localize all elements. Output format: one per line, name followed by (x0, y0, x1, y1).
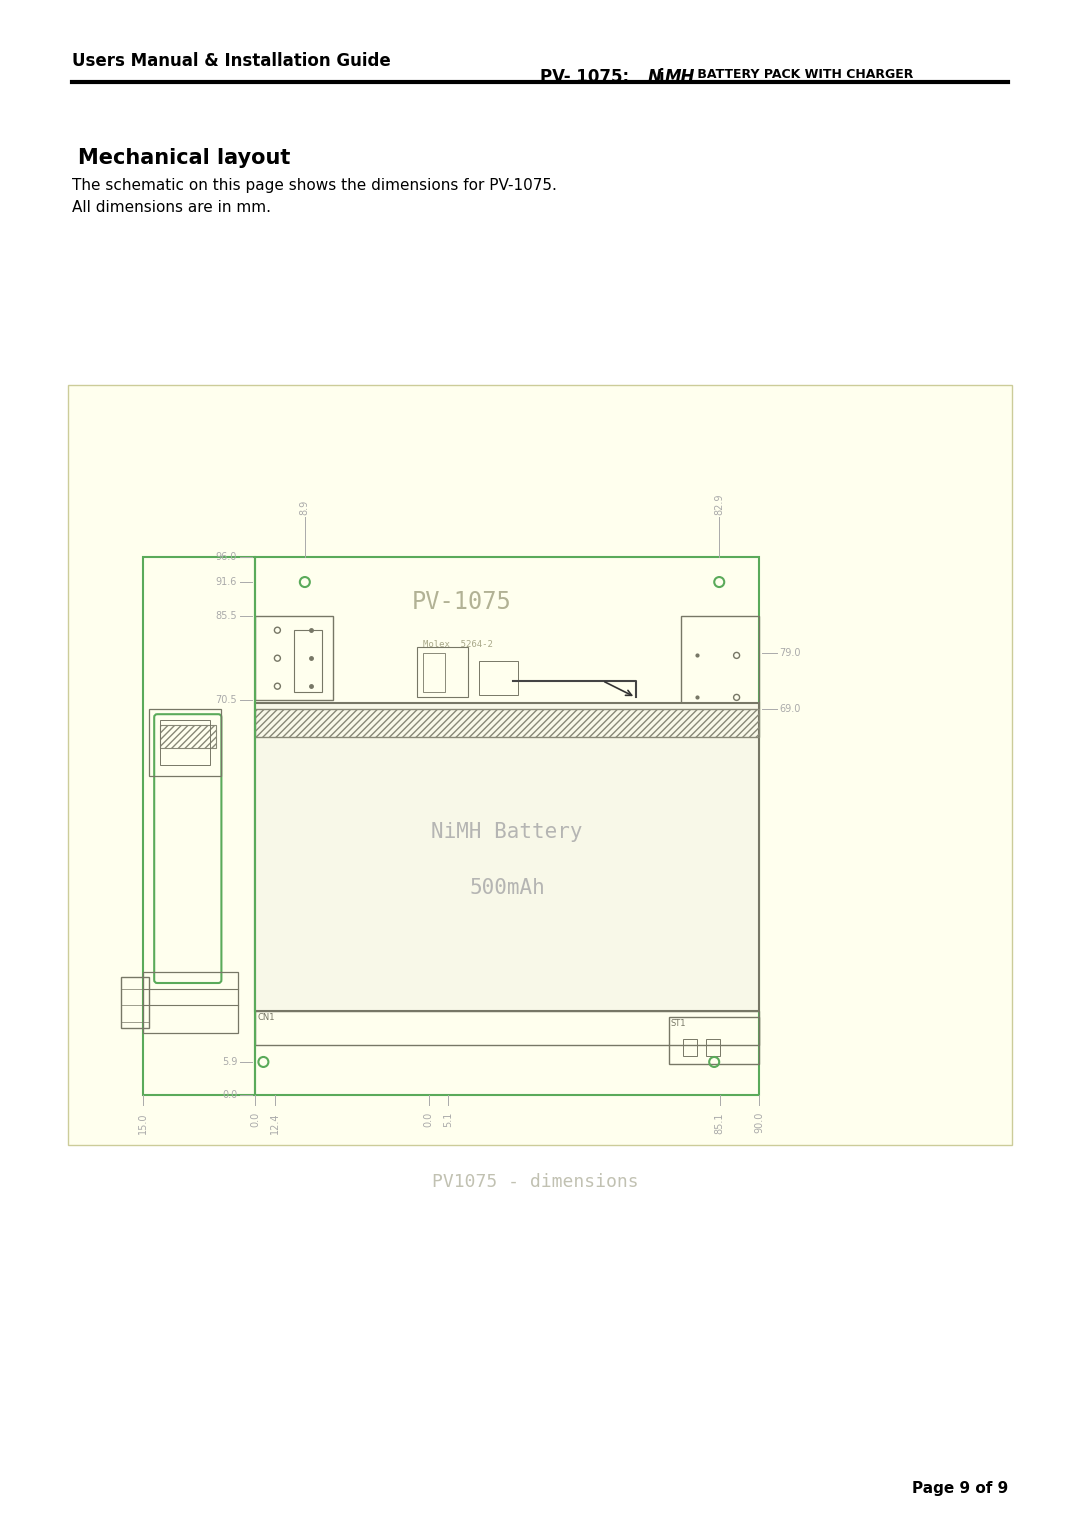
Bar (121, 978, 149, 1028)
Bar (423, 652, 445, 692)
Bar (417, 646, 468, 697)
Text: The schematic on this page shows the dimensions for PV-1075.: The schematic on this page shows the dim… (72, 177, 557, 193)
Bar (255, 558, 759, 1096)
Text: 69.0: 69.0 (779, 703, 800, 714)
Text: 79.0: 79.0 (779, 648, 800, 657)
Text: 15.0: 15.0 (138, 1112, 148, 1134)
Bar (255, 703, 759, 1012)
Text: 91.6: 91.6 (216, 578, 238, 587)
Text: Molex  5264-2: Molex 5264-2 (423, 640, 492, 649)
Text: 70.5: 70.5 (216, 695, 238, 706)
Text: PV-1075: PV-1075 (411, 590, 512, 614)
Bar (255, 616, 334, 700)
Bar (68, 385, 1012, 1144)
Text: 82.9: 82.9 (714, 494, 725, 515)
Bar (160, 726, 216, 747)
Bar (160, 720, 211, 764)
Text: i: i (659, 69, 664, 86)
Bar (684, 1039, 698, 1056)
Bar (294, 630, 322, 692)
Text: CN1: CN1 (258, 1013, 275, 1022)
Text: 5.1: 5.1 (443, 1112, 454, 1128)
Text: 90.0: 90.0 (754, 1112, 764, 1134)
Text: BATTERY PACK WITH CHARGER: BATTERY PACK WITH CHARGER (693, 69, 914, 81)
Bar (255, 1012, 759, 1045)
Text: 5.9: 5.9 (221, 1057, 238, 1067)
Text: N: N (648, 69, 662, 86)
Text: MH: MH (665, 69, 696, 86)
Bar (255, 709, 759, 736)
Text: 8.9: 8.9 (300, 500, 310, 515)
Bar (480, 662, 518, 695)
Text: 12.4: 12.4 (270, 1112, 280, 1134)
Text: ST1: ST1 (671, 1019, 686, 1028)
Text: PV1075 - dimensions: PV1075 - dimensions (432, 1174, 638, 1192)
Text: 0.0: 0.0 (249, 1112, 260, 1128)
Text: 500mAh: 500mAh (469, 877, 545, 898)
Text: Mechanical layout: Mechanical layout (78, 148, 291, 168)
Bar (706, 1039, 719, 1056)
Text: 85.5: 85.5 (216, 611, 238, 622)
Text: Users Manual & Installation Guide: Users Manual & Installation Guide (72, 52, 391, 70)
Text: NiMH Battery: NiMH Battery (431, 822, 583, 842)
Bar (143, 558, 255, 1096)
Text: All dimensions are in mm.: All dimensions are in mm. (72, 200, 271, 215)
Text: PV- 1075:: PV- 1075: (540, 69, 635, 86)
Text: 85.1: 85.1 (715, 1112, 725, 1134)
Bar (680, 616, 759, 709)
Text: 0.0: 0.0 (222, 1089, 238, 1100)
Bar (670, 1016, 759, 1063)
Text: Page 9 of 9: Page 9 of 9 (912, 1481, 1008, 1496)
Bar (143, 972, 239, 1033)
Bar (149, 709, 221, 776)
Text: 0.0: 0.0 (423, 1112, 433, 1128)
Text: 96.0: 96.0 (216, 553, 238, 562)
